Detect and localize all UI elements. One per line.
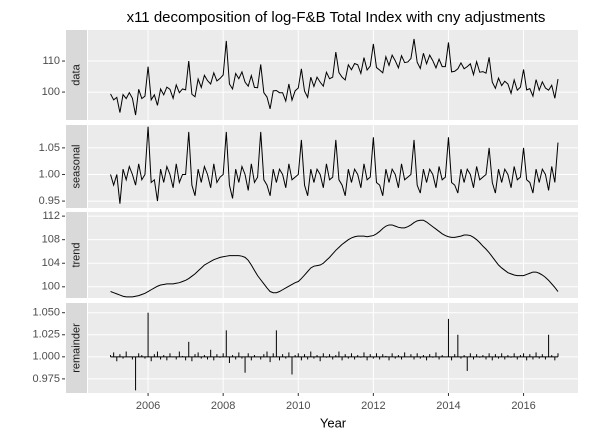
- strip-label: remainder: [70, 323, 82, 373]
- strip-label: data: [70, 63, 82, 85]
- y-tick-label: 1.025: [32, 329, 60, 341]
- chart-title: x11 decomposition of log-F&B Total Index…: [127, 9, 546, 26]
- strip-label: seasonal: [70, 144, 82, 188]
- x-tick-label: 2006: [136, 400, 160, 412]
- strip-label: trend: [70, 242, 82, 267]
- panel-background: [88, 125, 578, 208]
- x-axis-label: Year: [320, 415, 347, 430]
- y-tick-label: 104: [42, 257, 60, 269]
- series-line: [110, 126, 559, 204]
- y-tick-label: 1.050: [32, 307, 60, 319]
- strip-background: [66, 125, 87, 208]
- strip-background: [66, 212, 87, 298]
- y-tick-label: 1.000: [32, 351, 60, 363]
- x-tick-label: 2010: [286, 400, 310, 412]
- y-tick-label: 1.00: [39, 168, 60, 180]
- series-line: [110, 38, 559, 116]
- y-tick-label: 0.95: [39, 195, 60, 207]
- x-tick-label: 2008: [211, 400, 235, 412]
- y-tick-label: 1.05: [39, 142, 60, 154]
- x-tick-label: 2012: [361, 400, 385, 412]
- x-tick-label: 2016: [511, 400, 535, 412]
- y-tick-label: 112: [42, 210, 60, 222]
- strip-background: [66, 303, 87, 393]
- y-tick-label: 100: [42, 281, 60, 293]
- series-line: [110, 219, 559, 298]
- x-tick-label: 2014: [436, 400, 460, 412]
- y-tick-label: 108: [42, 234, 60, 246]
- y-tick-label: 100: [42, 86, 60, 98]
- y-tick-label: 0.975: [32, 373, 60, 385]
- panel-background: [88, 303, 578, 393]
- y-tick-label: 110: [42, 55, 60, 67]
- strip-background: [66, 30, 87, 120]
